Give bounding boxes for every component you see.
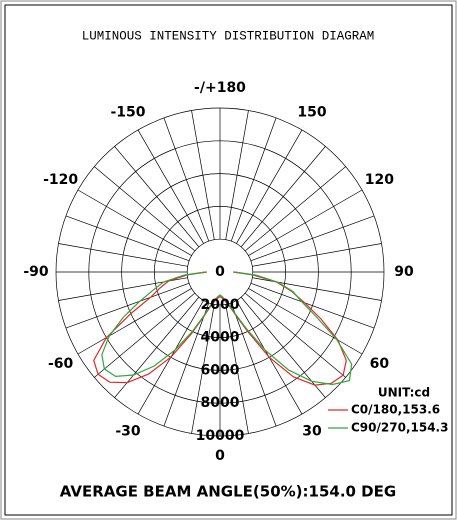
r-tick-label: 6000 (201, 362, 240, 378)
intensity-curve (93, 271, 347, 386)
r-tick-label: 8000 (201, 395, 240, 411)
grid-spoke (244, 292, 346, 378)
grid-spoke (58, 243, 188, 267)
unit-label: UNIT:cd (378, 386, 430, 400)
grid-spoke (77, 189, 192, 256)
r-tick-label: 2000 (201, 297, 240, 313)
r-tick-label: 4000 (201, 330, 240, 346)
inner-frame (4, 4, 453, 516)
grid-spoke (236, 129, 303, 244)
grid-spoke (250, 282, 375, 329)
grid-spoke (77, 288, 192, 355)
grid-spoke (240, 146, 326, 248)
theta-tick-label: 90 (394, 264, 414, 280)
theta-tick-label: -90 (23, 264, 49, 280)
grid-spoke (248, 288, 363, 355)
grid-spoke (244, 166, 346, 252)
legend-label: C0/180,153.6 (351, 403, 440, 417)
grid-spoke (240, 296, 326, 398)
theta-tick-label: -30 (115, 423, 141, 439)
grid-spoke (230, 302, 277, 427)
theta-tick-label: 150 (297, 105, 326, 121)
theta-tick-label: 30 (302, 423, 322, 439)
theta-tick-label: -120 (43, 172, 78, 188)
grid-spoke (163, 117, 210, 242)
grid-spoke (94, 292, 196, 378)
footer: AVERAGE BEAM ANGLE(50%):154.0 DEG (60, 483, 396, 501)
grid-spoke (114, 296, 200, 398)
grid-spoke (250, 215, 375, 262)
grid-spoke (191, 110, 215, 240)
theta-tick-label: 120 (365, 172, 394, 188)
chart-title: LUMINOUS INTENSITY DISTRIBUTION DIAGRAM (82, 29, 375, 43)
theta-tick-label: -60 (48, 356, 74, 372)
grid-spoke (248, 189, 363, 256)
r-tick-label: 10000 (196, 428, 245, 444)
grid-spoke (225, 304, 249, 434)
grid-spoke (230, 117, 277, 242)
grid-spoke (94, 166, 196, 252)
grid-spoke (191, 304, 215, 434)
theta-tick-label: -/+180 (194, 80, 246, 96)
grid-spoke (163, 302, 210, 427)
grid-spoke (65, 215, 190, 262)
intensity-curve (101, 271, 353, 386)
grid-spoke (252, 243, 382, 267)
grid-spoke (65, 282, 190, 329)
theta-tick-label: 0 (215, 448, 225, 464)
grid-spoke (114, 146, 200, 248)
r-tick-label: 0 (215, 264, 225, 280)
legend-label: C90/270,154.3 (351, 421, 448, 435)
grid-spoke (225, 110, 249, 240)
theta-tick-label: -150 (110, 105, 145, 121)
theta-tick-label: 60 (370, 356, 390, 372)
grid-spoke (137, 129, 204, 244)
